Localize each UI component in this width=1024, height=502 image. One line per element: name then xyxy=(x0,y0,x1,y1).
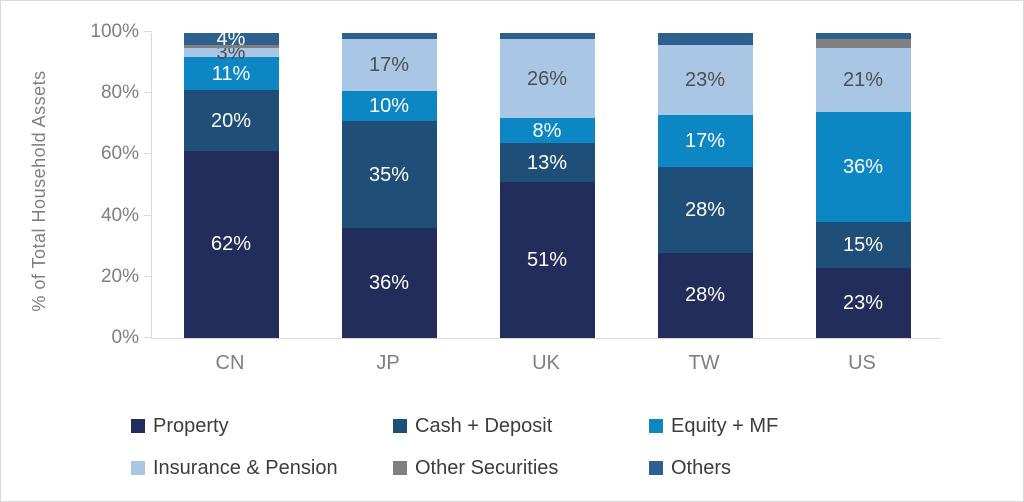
legend-label: Other Securities xyxy=(415,456,559,479)
x-axis-label-tw: TW xyxy=(688,352,720,374)
legend-item-equity-mf: Equity + MF xyxy=(649,414,778,438)
segment-property-uk: 51% xyxy=(499,182,595,338)
segment-others-us xyxy=(815,33,911,40)
legend-item-other-securities: Other Securities xyxy=(393,456,558,480)
x-axis-label-uk: UK xyxy=(532,352,560,374)
segment-insurance-pension-tw: 23% xyxy=(657,45,753,116)
y-tick-mark xyxy=(144,214,152,216)
segment-equity-mf-uk: 8% xyxy=(499,118,595,143)
y-tick-label: 20% xyxy=(100,265,139,287)
legend-item-cash-deposit: Cash + Deposit xyxy=(393,414,552,438)
y-tick-label: 100% xyxy=(90,21,139,42)
bar-tw: 28% 28% 17% 23% xyxy=(657,33,753,338)
y-tick-label: 40% xyxy=(100,204,139,226)
bar-value-label: 62% xyxy=(210,233,252,256)
bar-cn: 62% 20% 11% 3% 4% xyxy=(183,29,279,338)
y-tick-label: 80% xyxy=(100,82,139,104)
segment-other-securities-us xyxy=(815,39,911,49)
y-tick-mark xyxy=(144,337,152,338)
bar-value-label: 13% xyxy=(526,151,568,174)
segment-property-us: 23% xyxy=(815,267,911,338)
bar-value-label: 11% xyxy=(211,62,251,85)
y-tick-mark xyxy=(144,31,152,32)
bar-value-label: 36% xyxy=(842,156,884,179)
bar-value-label: 20% xyxy=(210,109,252,132)
bar-value-label: 28% xyxy=(684,284,726,307)
segment-cash-deposit-jp: 35% xyxy=(341,121,437,229)
bar-value-label: 23% xyxy=(842,291,884,314)
segment-others-jp xyxy=(341,33,437,40)
segment-insurance-pension-cn: 3% xyxy=(183,43,279,63)
segment-cash-deposit-uk: 13% xyxy=(499,142,595,183)
legend-label: Others xyxy=(671,456,732,479)
bar-us: 23% 15% 36% 21% xyxy=(815,33,911,338)
segment-equity-mf-cn: 11% xyxy=(183,57,279,91)
y-axis-title: % of Total Household Assets xyxy=(29,70,49,312)
legend-label: Insurance & Pension xyxy=(153,456,338,479)
segment-equity-mf-jp: 10% xyxy=(341,90,437,122)
segment-property-cn: 62% xyxy=(183,150,279,338)
segment-property-tw: 28% xyxy=(657,252,753,338)
y-tick-label: 60% xyxy=(100,143,139,165)
legend-swatch-equity-mf xyxy=(649,419,663,433)
segment-others-cn: 4% xyxy=(183,29,279,49)
segment-others-tw xyxy=(657,33,753,46)
bar-jp: 36% 35% 10% 17% xyxy=(341,33,437,338)
segment-insurance-pension-us: 21% xyxy=(815,48,911,113)
y-tick-mark xyxy=(144,275,152,277)
bar-value-label: 28% xyxy=(684,198,726,221)
legend-swatch-insurance-pension xyxy=(131,461,145,475)
legend-swatch-property xyxy=(131,419,145,433)
bar-value-label: 23% xyxy=(684,69,726,92)
bar-value-label: 10% xyxy=(368,95,410,118)
y-tick-label: 0% xyxy=(111,327,139,348)
segment-cash-deposit-cn: 20% xyxy=(183,90,279,151)
legend-item-property: Property xyxy=(131,414,229,438)
bar-value-label: 8% xyxy=(532,119,562,142)
segment-insurance-pension-jp: 17% xyxy=(341,39,437,91)
bar-value-label: 17% xyxy=(684,130,726,153)
plot-area: 0% 20% 40% 60% 80% 100% 62% 20% 11% 3% 4% 36% 35% 10%… xyxy=(90,21,941,348)
bar-value-label: 21% xyxy=(842,69,884,92)
legend-item-others: Others xyxy=(649,456,731,480)
y-tick-mark xyxy=(144,153,152,155)
legend-swatch-others xyxy=(649,461,663,475)
bar-value-label: 26% xyxy=(526,67,568,90)
bar-value-label: 51% xyxy=(526,249,568,272)
bar-value-label: 35% xyxy=(368,163,410,186)
legend-swatch-other-securities xyxy=(393,461,407,475)
legend-item-insurance-pension: Insurance & Pension xyxy=(131,456,338,480)
segment-other-securities-cn xyxy=(183,45,279,49)
bar-value-label: 17% xyxy=(368,54,410,77)
bar-value-label: 36% xyxy=(368,272,410,295)
y-tick-mark xyxy=(144,92,152,94)
segment-insurance-pension-uk: 26% xyxy=(499,39,595,119)
segment-equity-mf-us: 36% xyxy=(815,112,911,223)
legend-label: Equity + MF xyxy=(671,414,779,437)
x-axis-label-jp: JP xyxy=(376,352,400,374)
bar-uk: 51% 13% 8% 26% xyxy=(499,33,595,338)
x-axis-label-cn: CN xyxy=(215,352,245,374)
bar-value-label: 15% xyxy=(842,233,884,256)
legend-label: Property xyxy=(153,414,229,437)
legend-swatch-cash-deposit xyxy=(393,419,407,433)
segment-property-jp: 36% xyxy=(341,228,437,338)
segment-cash-deposit-tw: 28% xyxy=(657,167,753,253)
segment-equity-mf-tw: 17% xyxy=(657,115,753,168)
segment-cash-deposit-us: 15% xyxy=(815,222,911,268)
segment-others-uk xyxy=(499,33,595,40)
legend-label: Cash + Deposit xyxy=(415,414,553,437)
x-axis-label-us: US xyxy=(848,352,876,374)
